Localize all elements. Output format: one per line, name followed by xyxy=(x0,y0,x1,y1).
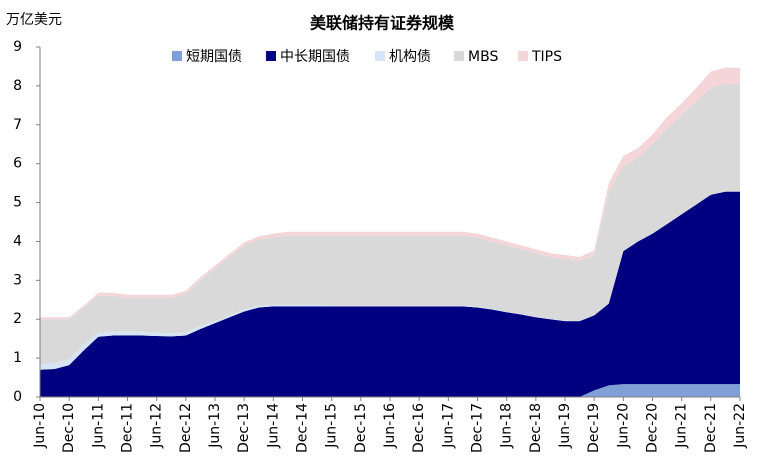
x-tick-label: Jun-11 xyxy=(90,403,106,449)
chart-title: 美联储持有证券规模 xyxy=(310,14,455,33)
x-tick-label: Dec-21 xyxy=(703,403,719,453)
x-tick-label: Jun-20 xyxy=(615,403,631,449)
area xyxy=(40,83,740,364)
x-tick-label: Jun-10 xyxy=(32,403,48,449)
y-axis-label: 万亿美元 xyxy=(6,12,62,28)
y-tick-label: 4 xyxy=(13,233,22,249)
legend-label: 中长期国债 xyxy=(280,49,350,65)
y-tick-label: 3 xyxy=(13,272,22,288)
x-tick-label: Jun-13 xyxy=(207,403,223,449)
x-tick-label: Dec-14 xyxy=(295,403,311,453)
legend-label: 机构债 xyxy=(389,49,431,65)
y-tick-label: 8 xyxy=(13,78,22,94)
x-tick-label: Dec-18 xyxy=(528,403,544,453)
legend-swatch xyxy=(375,51,385,61)
x-tick-label: Jun-14 xyxy=(265,403,281,449)
x-tick-label: Dec-11 xyxy=(120,403,136,453)
x-tick-label: Jun-12 xyxy=(149,403,165,449)
x-tick-label: Jun-19 xyxy=(557,403,573,449)
legend-swatch xyxy=(172,51,182,61)
x-tick-label: Dec-15 xyxy=(353,403,369,453)
legend-swatch xyxy=(266,51,276,61)
x-tick-label: Jun-16 xyxy=(382,403,398,449)
legend-label: MBS xyxy=(468,49,498,65)
y-tick-label: 7 xyxy=(13,117,22,133)
x-tick-label: Dec-13 xyxy=(236,403,252,453)
x-tick-label: Jun-21 xyxy=(674,403,690,449)
y-tick-label: 6 xyxy=(13,156,22,172)
area xyxy=(40,67,740,320)
x-tick-label: Dec-10 xyxy=(61,403,77,453)
x-tick-label: Jun-17 xyxy=(440,403,456,449)
x-tick-label: Dec-20 xyxy=(645,403,661,453)
y-tick-label: 5 xyxy=(13,195,22,211)
x-tick-label: Jun-15 xyxy=(324,403,340,449)
legend-swatch xyxy=(518,51,528,61)
y-tick-label: 1 xyxy=(13,350,22,366)
y-tick-label: 0 xyxy=(13,389,22,405)
x-tick-label: Dec-12 xyxy=(178,403,194,453)
y-tick-label: 9 xyxy=(13,39,22,55)
legend-label: TIPS xyxy=(531,49,562,65)
y-tick-label: 2 xyxy=(13,311,22,327)
legend-label: 短期国债 xyxy=(186,49,242,65)
area xyxy=(40,191,740,397)
x-tick-label: Dec-16 xyxy=(411,403,427,453)
x-tick-label: Jun-18 xyxy=(499,403,515,449)
x-tick-label: Dec-19 xyxy=(586,403,602,453)
legend-swatch xyxy=(454,51,464,61)
x-tick-label: Dec-17 xyxy=(470,403,486,453)
area xyxy=(40,384,740,397)
x-tick-label: Jun-22 xyxy=(732,403,748,449)
